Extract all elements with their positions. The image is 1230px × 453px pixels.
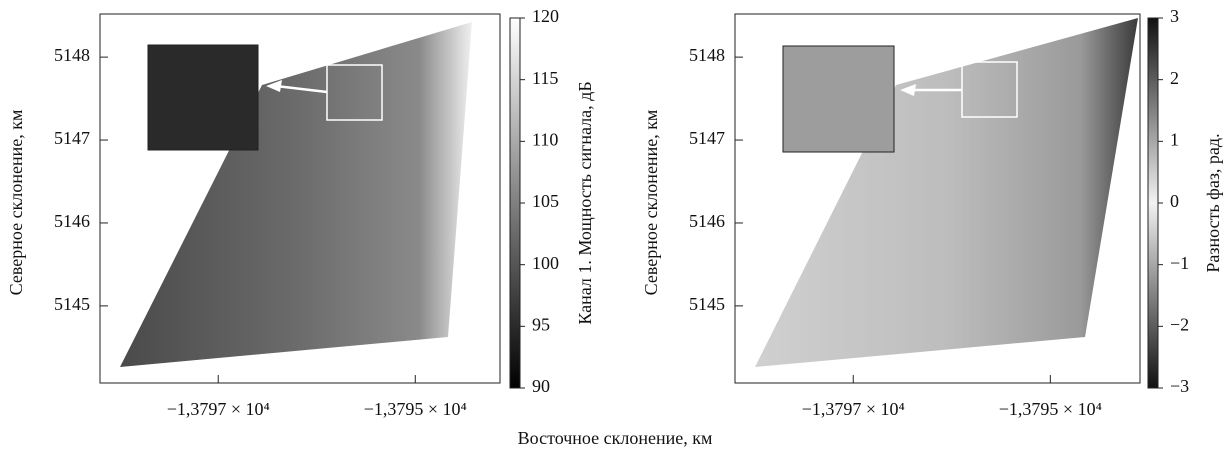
y-tick-label: 5147 xyxy=(54,128,90,148)
x-axis-label: Восточное склонение, км xyxy=(518,428,713,448)
colorbar-tick-label: 1 xyxy=(1170,129,1179,149)
colorbar-tick-label: 120 xyxy=(532,6,559,26)
y-tick-label: 5146 xyxy=(689,211,725,231)
colorbar-tick-label: −3 xyxy=(1170,376,1189,396)
colorbar-tick-label: 2 xyxy=(1170,68,1179,88)
colorbar-label: Канал 1. Мощность сигнала, дБ xyxy=(575,81,595,324)
y-tick-label: 5145 xyxy=(54,294,90,314)
y-tick-label: 5145 xyxy=(689,294,725,314)
colorbar-tick-label: 90 xyxy=(532,376,550,396)
colorbar-tick-label: −2 xyxy=(1170,314,1189,334)
colorbar-tick-label: 100 xyxy=(532,253,559,273)
colorbar-tick-label: 95 xyxy=(532,314,550,334)
colorbar-tick-label: 3 xyxy=(1170,6,1179,26)
y-tick-label: 5147 xyxy=(689,128,725,148)
colorbar xyxy=(510,18,520,388)
y-tick-label: 5146 xyxy=(54,211,90,231)
x-tick-label: −1,3797 × 10⁴ xyxy=(802,399,905,419)
inset xyxy=(148,45,258,150)
x-tick-label: −1,3797 × 10⁴ xyxy=(167,399,270,419)
colorbar-tick-label: −1 xyxy=(1170,253,1189,273)
figure: Восточное склонение, км −1,3797 × 10⁴ −1,… xyxy=(0,0,1230,453)
x-tick-label: −1,3795 × 10⁴ xyxy=(999,399,1102,419)
inset xyxy=(783,46,894,152)
colorbar-tick-label: 105 xyxy=(532,191,559,211)
x-tick-label: −1,3795 × 10⁴ xyxy=(364,399,467,419)
colorbar-tick-label: 110 xyxy=(532,129,558,149)
colorbar-label: Разность фаз, рад. xyxy=(1203,133,1223,272)
y-axis-label: Северное склонение, км xyxy=(6,110,26,296)
colorbar xyxy=(1148,18,1158,388)
colorbar-tick-label: 0 xyxy=(1170,191,1179,211)
y-tick-label: 5148 xyxy=(54,45,90,65)
y-axis-label: Северное склонение, км xyxy=(641,110,661,296)
y-tick-label: 5148 xyxy=(689,45,725,65)
colorbar-tick-label: 115 xyxy=(532,68,558,88)
